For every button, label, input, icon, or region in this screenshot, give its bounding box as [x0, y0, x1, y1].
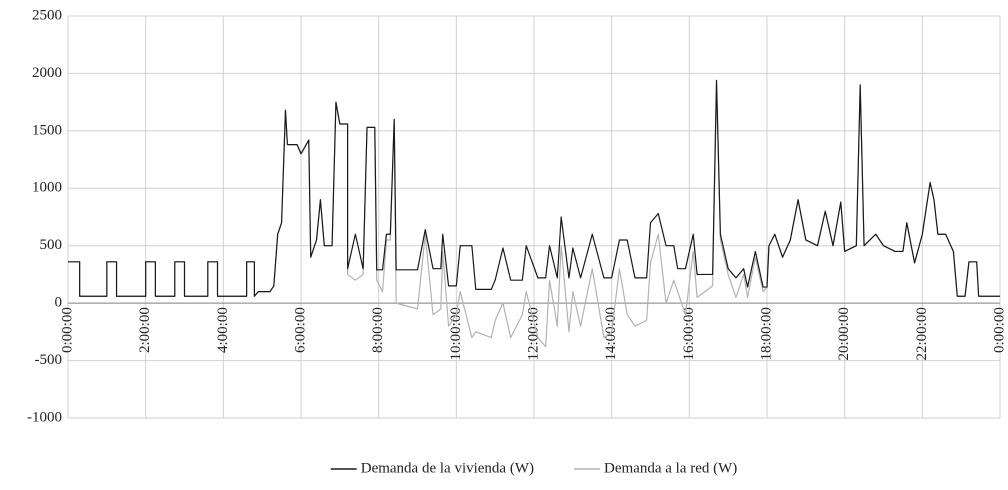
legend-label: Demanda a la red (W) [604, 460, 737, 476]
y-tick-label: 500 [40, 237, 63, 253]
x-tick-label: 14:00:00 [603, 307, 619, 360]
x-tick-label: 20:00:00 [836, 307, 852, 360]
y-tick-label: 2500 [32, 7, 62, 23]
x-tick-label: 2:00:00 [137, 307, 153, 353]
x-tick-label: 22:00:00 [914, 307, 930, 360]
y-tick-label: 1500 [32, 122, 62, 138]
x-tick-label: 6:00:00 [292, 307, 308, 353]
y-tick-label: 2000 [32, 65, 62, 81]
x-tick-label: 4:00:00 [215, 307, 231, 353]
y-tick-label: -1000 [27, 409, 62, 425]
series-line [68, 79, 1000, 297]
x-tick-label: 18:00:00 [758, 307, 774, 360]
x-tick-label: 0:00:00 [59, 307, 75, 353]
x-tick-label: 0:00:00 [991, 307, 1007, 353]
y-tick-label: 0 [55, 295, 63, 311]
x-tick-label: 16:00:00 [681, 307, 697, 360]
y-tick-label: -500 [35, 352, 63, 368]
legend-label: Demanda de la vivienda (W) [361, 460, 534, 476]
y-tick-label: 1000 [32, 180, 62, 196]
x-tick-label: 8:00:00 [370, 307, 386, 353]
x-tick-label: 12:00:00 [525, 307, 541, 360]
